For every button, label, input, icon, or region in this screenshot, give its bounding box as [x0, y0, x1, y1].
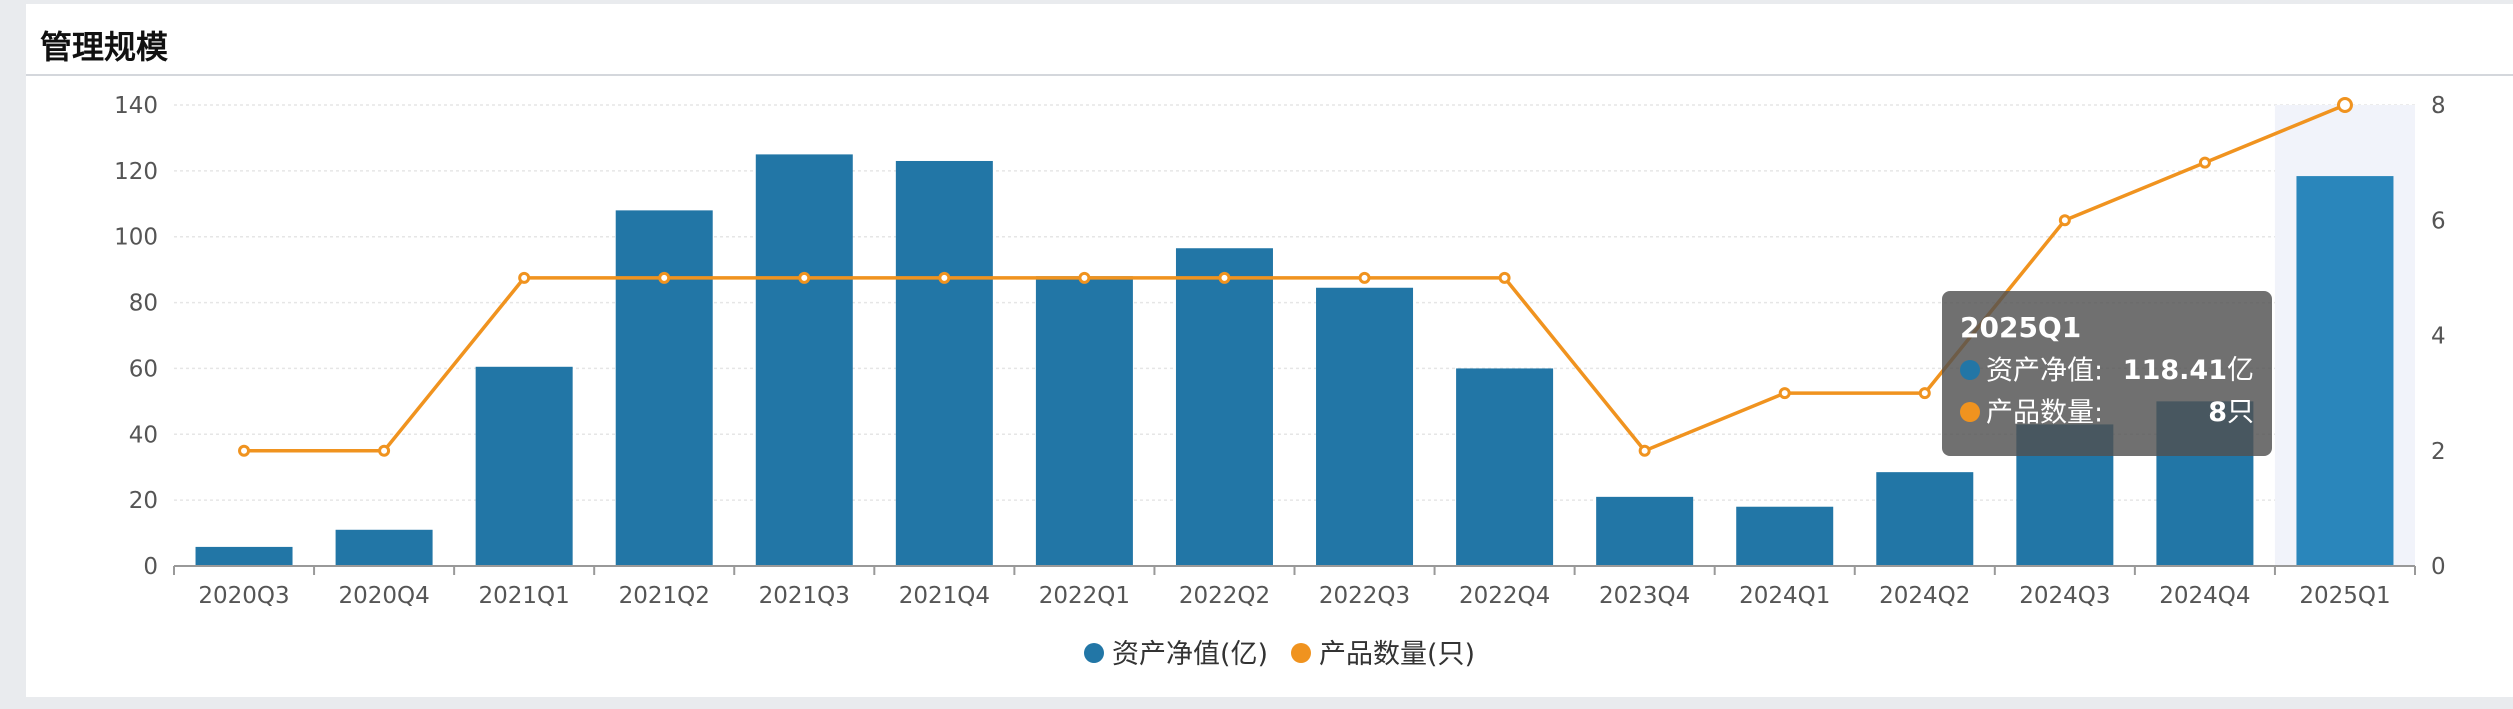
line-point-2021Q4 [938, 271, 951, 284]
x-tick-label: 2022Q3 [1319, 583, 1410, 609]
line-point-2023Q4 [1638, 444, 1651, 457]
bar-2022Q4 [1456, 368, 1554, 566]
y-left-tick-label: 60 [129, 356, 158, 382]
line-point-2024Q2 [1918, 387, 1931, 400]
panel-title: 管理规模 [40, 28, 169, 66]
bar-2022Q3 [1316, 287, 1414, 566]
bar-2022Q2 [1175, 248, 1273, 566]
y-left-tick-label: 40 [129, 422, 158, 448]
tooltip-label: 资产净值: [1986, 355, 2104, 387]
x-tick-label: 2022Q2 [1179, 583, 1270, 609]
line-point-2021Q2 [658, 271, 671, 284]
tooltip-series-marker [1960, 401, 1980, 422]
x-tick-label: 2024Q1 [1739, 583, 1830, 609]
tooltip-value: 8只 [2208, 392, 2254, 434]
x-tick-label: 2020Q3 [198, 583, 289, 609]
y-right-tick-label: 4 [2431, 324, 2446, 350]
x-tick-label: 2024Q2 [1879, 583, 1970, 609]
bar-2025Q1 [2296, 176, 2394, 567]
y-left-tick-label: 120 [114, 159, 158, 185]
x-tick-label: 2021Q3 [759, 583, 850, 609]
legend-item-nav[interactable]: 资产净值(亿) [1084, 639, 1268, 670]
line-point-2022Q2 [1218, 271, 1231, 284]
line-point-2022Q1 [1078, 271, 1091, 284]
line-point-2024Q4 [2198, 156, 2211, 169]
line-point-2021Q3 [798, 271, 811, 284]
line-point-2024Q1 [1778, 387, 1791, 400]
x-tick-label: 2024Q3 [2019, 583, 2110, 609]
line-point-2022Q4 [1498, 271, 1511, 284]
bar-2021Q2 [615, 210, 713, 566]
line-point-2025Q1 [2336, 97, 2353, 113]
chart-tooltip: 2025Q1 资产净值: 118.41亿 产品数量: 8只 [1942, 291, 2272, 456]
axes: 0 20 40 60 80 100 120 140 0 2 4 6 8 2020Q3 2020Q4 2021Q… [114, 93, 2446, 609]
tooltip-value-number: 8 [2208, 397, 2227, 428]
legend[interactable]: 资产净值(亿) 产品数量(只) [1084, 639, 1475, 670]
bar-2020Q3 [195, 546, 293, 566]
x-tick-label: 2020Q4 [338, 583, 429, 609]
tooltip-value-unit: 亿 [2227, 355, 2254, 386]
line-point-2020Q3 [238, 444, 251, 457]
legend-marker [1084, 643, 1104, 663]
y-right-tick-label: 2 [2431, 439, 2446, 465]
panel-header: 管理规模 [26, 4, 2513, 76]
bar-2024Q2 [1876, 472, 1974, 566]
legend-label: 产品数量(只) [1319, 639, 1475, 670]
tooltip-row-nav: 资产净值: 118.41亿 [1960, 350, 2254, 392]
legend-label: 资产净值(亿) [1112, 639, 1268, 670]
tooltip-value-number: 118.41 [2122, 355, 2227, 386]
y-left-tick-label: 0 [143, 554, 158, 580]
line-point-2020Q4 [378, 444, 391, 457]
y-left-tick-label: 100 [114, 225, 158, 251]
x-tick-label: 2021Q2 [619, 583, 710, 609]
tooltip-title: 2025Q1 [1960, 311, 2082, 344]
x-tick-label: 2021Q1 [479, 583, 570, 609]
tooltip-series-marker [1960, 359, 1980, 380]
bar-2022Q1 [1035, 276, 1133, 566]
bar-2021Q1 [475, 366, 573, 566]
tooltip-row-count: 产品数量: 8只 [1960, 392, 2254, 434]
y-left-tick-label: 20 [129, 488, 158, 514]
x-tick-label: 2022Q1 [1039, 583, 1130, 609]
x-tick-label: 2025Q1 [2299, 583, 2390, 609]
x-tick-label: 2022Q4 [1459, 583, 1550, 609]
line-point-2024Q3 [2058, 214, 2071, 227]
y-right-tick-label: 0 [2431, 554, 2446, 580]
tooltip-value: 118.41亿 [2123, 350, 2254, 392]
bar-series [195, 154, 2394, 567]
bar-2021Q4 [895, 160, 993, 566]
x-tick-label: 2024Q4 [2159, 583, 2250, 609]
tooltip-label: 产品数量: [1986, 397, 2104, 429]
x-tick-label: 2023Q4 [1599, 583, 1690, 609]
y-left-tick-label: 80 [129, 291, 158, 317]
y-right-tick-label: 8 [2431, 93, 2446, 119]
legend-marker [1291, 643, 1311, 663]
y-left-tick-label: 140 [114, 93, 158, 119]
tooltip-value-unit: 只 [2227, 397, 2254, 428]
legend-item-count[interactable]: 产品数量(只) [1291, 639, 1475, 670]
line-point-2021Q1 [518, 271, 531, 284]
line-point-2022Q3 [1358, 271, 1371, 284]
bar-2023Q4 [1596, 496, 1694, 566]
y-right-tick-label: 6 [2431, 208, 2446, 234]
bar-2024Q1 [1736, 506, 1834, 566]
bar-2021Q3 [755, 154, 853, 566]
bar-2020Q4 [335, 529, 433, 566]
x-tick-label: 2021Q4 [899, 583, 990, 609]
